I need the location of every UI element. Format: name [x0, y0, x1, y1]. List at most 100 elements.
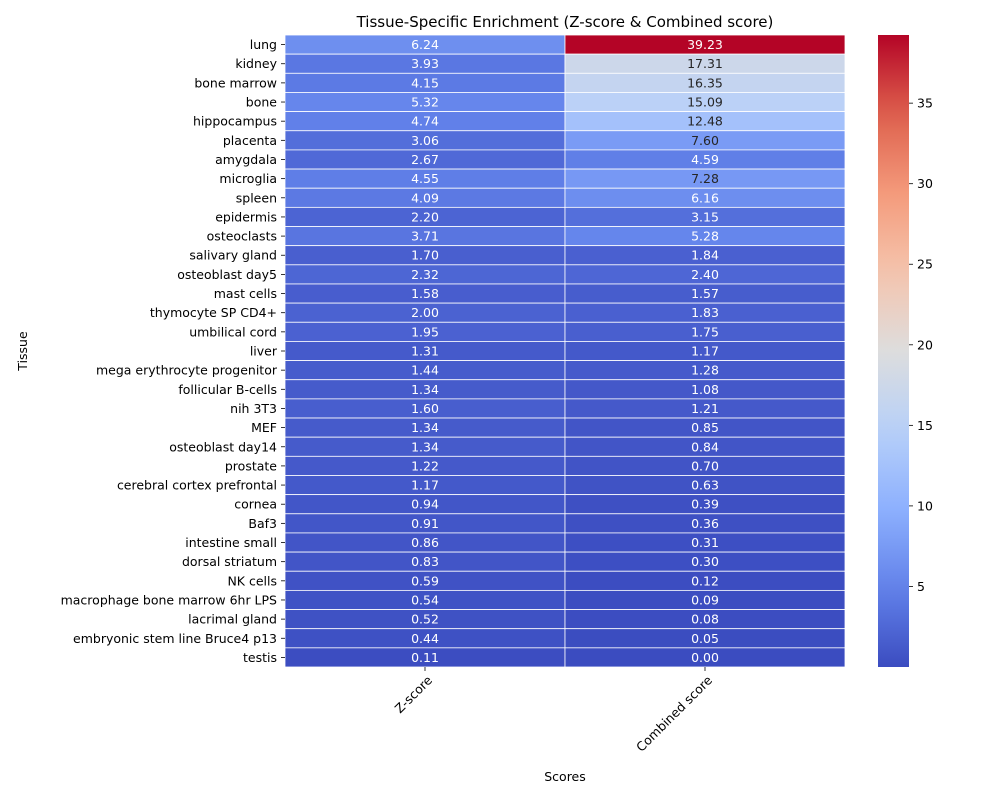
cell-value-label: 15.09	[687, 95, 723, 110]
chart-title: Tissue-Specific Enrichment (Z-score & Co…	[356, 13, 774, 31]
cell-value-label: 0.11	[411, 650, 439, 665]
row-tick-label: macrophage bone marrow 6hr LPS	[61, 592, 277, 607]
cell-value-label: 0.30	[691, 554, 719, 569]
cell-value-label: 3.71	[411, 229, 439, 244]
cell-value-label: 7.60	[691, 133, 719, 148]
colorbar-tick-label: 25	[917, 257, 933, 272]
column-tick-label: Z-score	[392, 672, 436, 716]
cell-value-label: 3.93	[411, 56, 439, 71]
row-tick-label: bone	[246, 95, 278, 110]
cell-value-label: 4.09	[411, 190, 439, 205]
row-tick-label: osteoclasts	[207, 229, 277, 244]
row-tick-label: embryonic stem line Bruce4 p13	[73, 631, 277, 646]
cell-value-label: 1.17	[691, 344, 719, 359]
cell-value-label: 1.84	[691, 248, 719, 263]
column-tick-labels: Z-score Combined score	[392, 667, 715, 755]
row-tick-labels: lung kidney bone marrow bone hippocampus plac…	[61, 37, 285, 665]
cell-value-label: 0.54	[411, 592, 439, 607]
cell-value-label: 0.39	[691, 497, 719, 512]
row-tick-label: hippocampus	[193, 114, 277, 129]
row-tick-label: lacrimal gland	[188, 612, 277, 627]
cell-value-label: 1.34	[411, 420, 439, 435]
row-tick-label: osteoblast day14	[169, 439, 277, 454]
colorbar-tick-label: 30	[917, 176, 933, 191]
row-tick-label: amygdala	[215, 152, 277, 167]
row-tick-label: cornea	[234, 497, 277, 512]
colorbar-tick-label: 5	[917, 579, 925, 594]
cell-value-label: 0.00	[691, 650, 719, 665]
cell-value-label: 4.74	[411, 114, 439, 129]
cell-value-label: 1.58	[411, 286, 439, 301]
cell-value-label: 1.34	[411, 439, 439, 454]
cell-value-label: 12.48	[687, 114, 723, 129]
cell-value-label: 2.32	[411, 267, 439, 282]
cell-value-label: 39.23	[687, 37, 723, 52]
cell-value-label: 5.32	[411, 95, 439, 110]
cell-value-label: 0.63	[691, 478, 719, 493]
cell-value-label: 1.95	[411, 324, 439, 339]
cell-value-label: 1.08	[691, 382, 719, 397]
cell-value-label: 1.44	[411, 363, 439, 378]
cell-value-label: 2.00	[411, 305, 439, 320]
row-tick-label: placenta	[223, 133, 277, 148]
cell-value-label: 0.31	[691, 535, 719, 550]
row-tick-label: osteoblast day5	[177, 267, 277, 282]
colorbar-tick-label: 35	[917, 96, 933, 111]
cell-value-label: 0.91	[411, 516, 439, 531]
row-tick-label: thymocyte SP CD4+	[150, 305, 277, 320]
cell-value-label: 0.36	[691, 516, 719, 531]
cell-value-label: 0.44	[411, 631, 439, 646]
cell-value-label: 0.86	[411, 535, 439, 550]
y-axis-label: Tissue	[15, 331, 30, 372]
row-tick-label: mega erythrocyte progenitor	[96, 363, 278, 378]
cell-value-label: 16.35	[687, 75, 723, 90]
row-tick-label: microglia	[219, 171, 277, 186]
cell-value-label: 1.28	[691, 363, 719, 378]
heatmap-cells: 6.24 39.23 3.93 17.31 4.15 16.35 5.32 15.09 4.74…	[284, 34, 846, 668]
cell-value-label: 0.09	[691, 592, 719, 607]
cell-value-label: 0.08	[691, 612, 719, 627]
cell-value-label: 2.20	[411, 209, 439, 224]
cell-value-label: 2.40	[691, 267, 719, 282]
row-tick-label: liver	[250, 344, 278, 359]
cell-value-label: 3.06	[411, 133, 439, 148]
row-tick-label: Baf3	[248, 516, 277, 531]
cell-value-label: 2.67	[411, 152, 439, 167]
cell-value-label: 0.84	[691, 439, 719, 454]
row-tick-label: bone marrow	[194, 75, 277, 90]
colorbar-tick-label: 10	[917, 498, 933, 513]
cell-value-label: 7.28	[691, 171, 719, 186]
cell-value-label: 1.31	[411, 344, 439, 359]
cell-value-label: 5.28	[691, 229, 719, 244]
cell-value-label: 1.60	[411, 401, 439, 416]
cell-value-label: 0.52	[411, 612, 439, 627]
colorbar-gradient	[878, 35, 909, 667]
cell-value-label: 0.05	[691, 631, 719, 646]
cell-value-label: 1.21	[691, 401, 719, 416]
cell-value-label: 4.15	[411, 75, 439, 90]
row-tick-label: intestine small	[185, 535, 277, 550]
cell-value-label: 1.70	[411, 248, 439, 263]
cell-value-label: 1.17	[411, 478, 439, 493]
row-tick-label: kidney	[235, 56, 277, 71]
row-tick-label: salivary gland	[189, 248, 277, 263]
cell-value-label: 1.57	[691, 286, 719, 301]
row-tick-label: nih 3T3	[230, 401, 277, 416]
row-tick-label: MEF	[251, 420, 277, 435]
row-tick-label: mast cells	[214, 286, 277, 301]
cell-value-label: 1.34	[411, 382, 439, 397]
cell-value-label: 6.24	[411, 37, 439, 52]
colorbar-tick-label: 20	[917, 337, 933, 352]
cell-value-label: 1.22	[411, 458, 439, 473]
row-tick-label: cerebral cortex prefrontal	[117, 478, 277, 493]
cell-value-label: 0.85	[691, 420, 719, 435]
cell-value-label: 0.12	[691, 573, 719, 588]
colorbar: 5 10 15 20 25 30 35	[878, 35, 933, 667]
row-tick-label: umbilical cord	[189, 324, 277, 339]
row-tick-label: epidermis	[215, 209, 277, 224]
row-tick-label: dorsal striatum	[182, 554, 277, 569]
row-tick-label: testis	[243, 650, 277, 665]
row-tick-label: lung	[250, 37, 277, 52]
row-tick-label: follicular B-cells	[178, 382, 277, 397]
cell-value-label: 0.70	[691, 458, 719, 473]
